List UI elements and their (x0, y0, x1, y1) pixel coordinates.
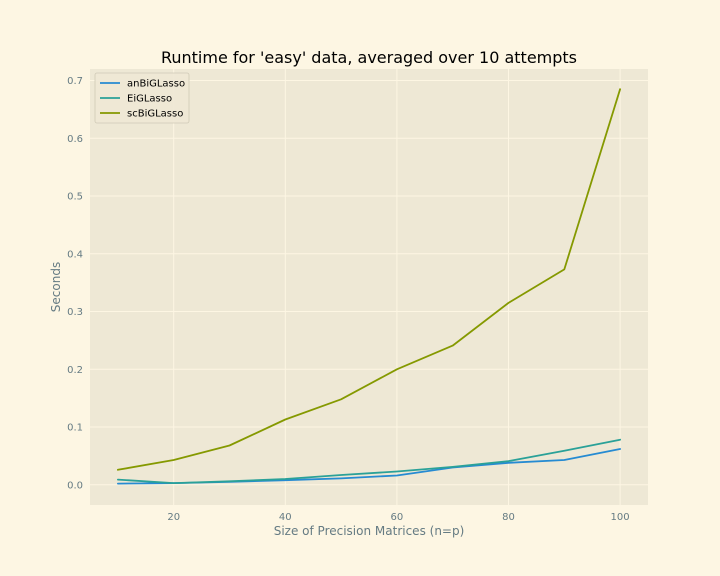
y-tick-label: 0.5 (67, 192, 83, 203)
legend: anBiGLasso EiGLasso scBiGLasso (94, 72, 190, 124)
chart-title: Runtime for 'easy' data, averaged over 1… (161, 48, 577, 67)
y-tick-label: 0.3 (67, 307, 83, 318)
x-axis-label: Size of Precision Matrices (n=p) (274, 524, 465, 538)
x-tick-label: 60 (391, 512, 404, 523)
x-tick-label: 20 (167, 512, 180, 523)
x-tick-label: 80 (502, 512, 515, 523)
series-lines (117, 88, 621, 485)
y-tick-label: 0.4 (67, 249, 83, 260)
legend-label: scBiGLasso (127, 109, 183, 120)
y-tick-label: 0.6 (67, 134, 83, 145)
tick-labels: 20 40 60 80 100 0.0 0.1 0.2 0.3 0.4 0.5 0.6 0.7 (67, 76, 630, 523)
series-line-scbiglasso (117, 88, 621, 471)
legend-label: EiGLasso (127, 94, 172, 105)
plot-area (90, 69, 648, 505)
series-line-eiglasso (117, 438, 621, 485)
y-axis-label: Seconds (49, 262, 63, 312)
y-tick-label: 0.7 (67, 76, 83, 87)
x-tick-label: 40 (279, 512, 292, 523)
legend-label: anBiGLasso (127, 79, 185, 90)
y-tick-label: 0.0 (67, 480, 83, 491)
legend-box (94, 72, 190, 124)
x-tick-label: 100 (611, 512, 630, 523)
y-tick-label: 0.2 (67, 365, 83, 376)
y-tick-label: 0.1 (67, 423, 83, 434)
